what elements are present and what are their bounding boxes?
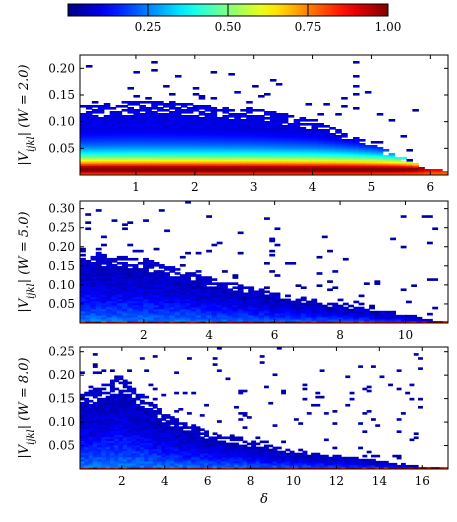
panels: 1 2 3 4 5 60.050.100.150.20|Vijkl| (W = 2.0)2… (17, 54, 449, 507)
y-tick-label: 0.05 (48, 439, 75, 453)
panel-middle: 2 4 6 8 10 0.05 0.10 0.15 0.20 0.25 0.30 |Vijkl| (W… (17, 200, 449, 342)
heatmap-cells (80, 347, 448, 469)
y-tick-label: 0.15 (48, 88, 75, 102)
panel-frame (79, 346, 449, 470)
y-tick-label: 0.10 (48, 278, 75, 292)
x-tick-label: 6 (427, 180, 435, 194)
colorbar: 0.25 0.50 0.75 1.00 (67, 3, 402, 34)
x-tick-label: 8 (247, 474, 255, 488)
y-tick-label: 0.10 (48, 415, 75, 429)
x-tick-label: 4 (309, 180, 317, 194)
y-tick-label: 0.05 (48, 297, 75, 311)
colorbar-tick-label: 0.50 (215, 20, 242, 34)
y-tick-label: 0.30 (48, 202, 75, 216)
x-tick-label: 4 (161, 474, 169, 488)
x-tick-label: 6 (204, 474, 212, 488)
colorbar-tick-label: 0.25 (135, 20, 162, 34)
x-tick-label: 4 (205, 328, 213, 342)
y-axis-label: |Vijkl| (W = 5.0) (17, 211, 37, 312)
colorbar-tick-label: 0.75 (295, 20, 322, 34)
x-tick-label: 1 (132, 180, 140, 194)
panel-frame (79, 200, 449, 324)
colorbar-ticks: 0.25 0.50 0.75 1.00 (135, 4, 402, 34)
y-axis-label: |Vijkl| (W = 2.0) (17, 64, 37, 165)
y-tick-label: 0.25 (48, 345, 75, 359)
y-tick-label: 0.05 (48, 141, 75, 155)
y-tick-label: 0.20 (48, 240, 75, 254)
x-axis-label: δ (260, 492, 268, 507)
y-tick-label: 0.25 (48, 221, 75, 235)
x-tick-label: 2 (140, 328, 148, 342)
x-tick-label: 12 (329, 474, 344, 488)
y-tick-label: 0.15 (48, 259, 75, 273)
x-tick-label: 16 (415, 474, 430, 488)
heatmap-cells (80, 201, 448, 323)
x-tick-label: 5 (368, 180, 376, 194)
x-tick-label: 10 (286, 474, 301, 488)
x-tick-label: 8 (336, 328, 344, 342)
x-tick-label: 2 (191, 180, 199, 194)
x-tick-label: 3 (250, 180, 258, 194)
panel-top: 1 2 3 4 5 6 0.05 0.10 0.15 0.20 |Vijkl| (W = 2.0) (17, 54, 449, 194)
x-tick-label: 10 (398, 328, 413, 342)
y-tick-label: 0.15 (48, 392, 75, 406)
y-axis-label: |Vijkl| (W = 8.0) (17, 357, 37, 458)
y-tick-label: 0.20 (48, 61, 75, 75)
x-tick-label: 2 (118, 474, 126, 488)
y-tick-label: 0.20 (48, 368, 75, 382)
panel-bottom: 2 4 6 8 10 12 14 16 0.05 0.10 0.15 0.20 0.25 |Vijkl| … (17, 345, 449, 507)
x-tick-label: 6 (271, 328, 279, 342)
colorbar-tick-label: 1.00 (375, 20, 402, 34)
heatmap-cells (80, 61, 448, 175)
x-tick-label: 14 (372, 474, 388, 488)
panel-frame (79, 54, 449, 176)
y-tick-label: 0.10 (48, 115, 75, 129)
